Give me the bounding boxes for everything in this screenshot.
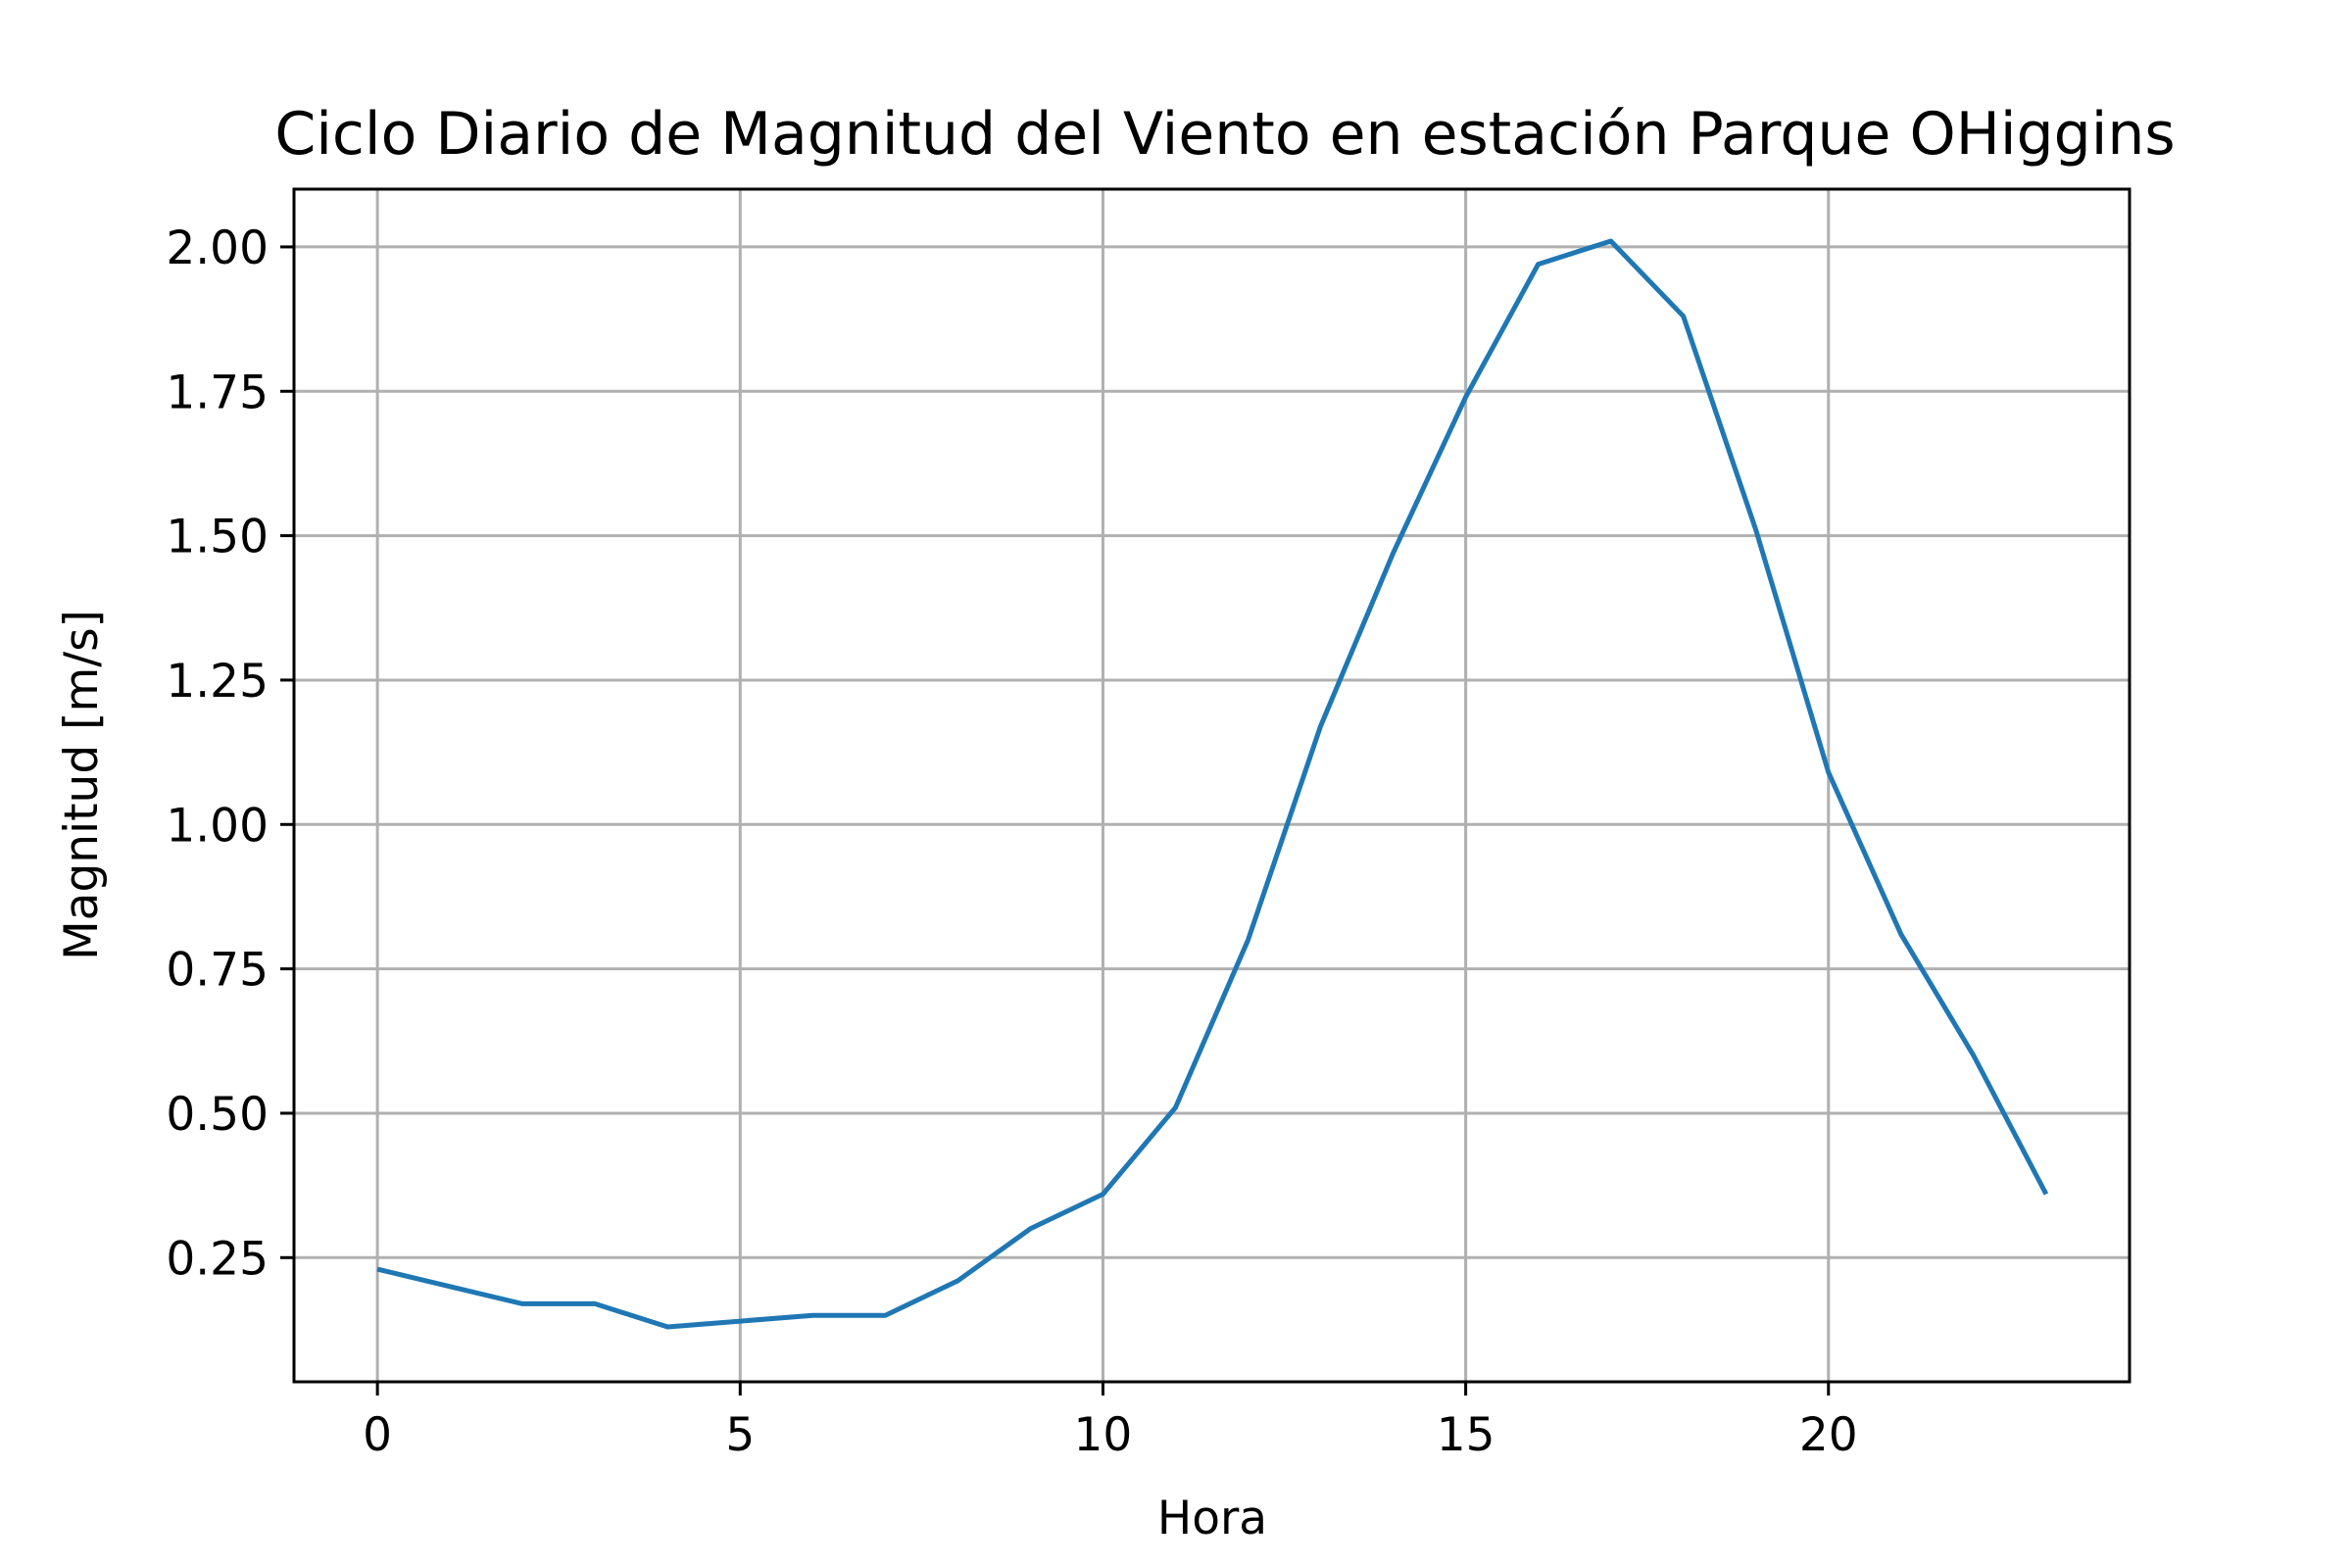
y-tick-label: 1.00 [166, 799, 269, 853]
x-tick-label: 20 [1799, 1408, 1858, 1462]
x-axis-label: Hora [1157, 1492, 1267, 1545]
series-line-0 [376, 238, 2049, 1330]
y-tick-label: 2.00 [166, 221, 269, 275]
x-tick-label: 10 [1074, 1408, 1133, 1462]
x-tick-label: 0 [363, 1408, 392, 1462]
y-tick-label: 1.50 [166, 511, 269, 564]
y-tick-label: 1.25 [166, 655, 269, 709]
y-tick-label: 0.50 [166, 1088, 269, 1142]
x-tick-label: 5 [725, 1408, 755, 1462]
plot-frame [292, 187, 2132, 1384]
x-tick-label: 15 [1437, 1408, 1495, 1462]
series-layer [376, 238, 2049, 1330]
y-tick-label: 1.75 [166, 366, 269, 419]
chart-title: Ciclo Diario de Magnitud del Viento en e… [274, 100, 2175, 169]
grid [294, 189, 2130, 1382]
y-axis-label: Magnitud [m/s] [55, 610, 109, 960]
y-tick-label: 0.25 [166, 1232, 269, 1286]
y-tick-label: 0.75 [166, 944, 269, 998]
ticks: 0 5 10 15 20 0.25 0.50 0.75 1.00 1.25 1.50 1.75 2.00 [166, 221, 1857, 1462]
